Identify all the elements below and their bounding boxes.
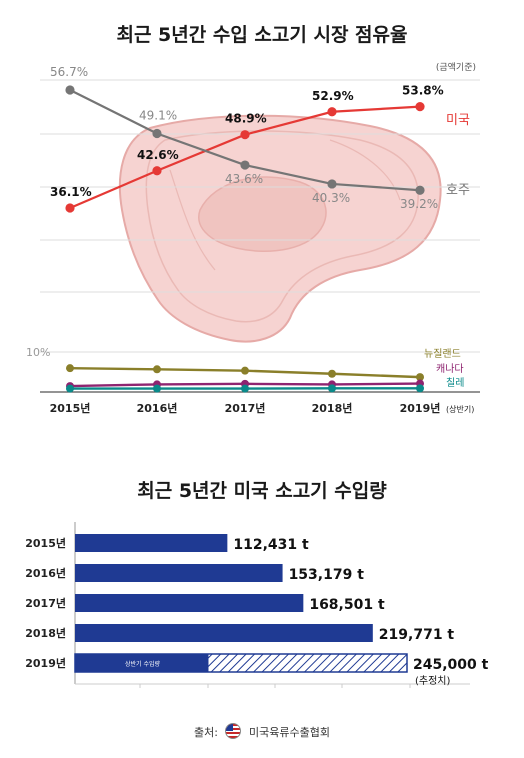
data-label: 53.8% [402, 84, 444, 98]
data-point [416, 384, 424, 393]
y-tick-label: 2015년 [25, 536, 66, 550]
y-tick-label: 10% [26, 346, 50, 359]
us-flag-icon [225, 723, 242, 739]
data-label: 245,000 t [413, 657, 489, 673]
data-point [415, 102, 425, 112]
market-share-line-chart: 10% 2015년 2016년 2017년 2018년 2019년 (상반기) 미국호주뉴질랜… [26, 65, 480, 415]
data-label: 56.7% [50, 65, 88, 79]
data-label: 43.6% [225, 172, 263, 186]
import-volume-bar-chart: 2015년 112,431 t 2016년 153,179 t 2017년 168,501… [25, 522, 489, 688]
y-tick-label: 2017년 [25, 596, 66, 610]
data-label: 168,501 t [309, 597, 385, 613]
data-point [152, 128, 162, 139]
data-point [65, 203, 75, 213]
bar-inner-label: 상반기 수입량 [125, 660, 161, 668]
data-point [153, 365, 161, 374]
unit-note: (금액기준) [435, 63, 476, 73]
x-tick-label: 2018년 [312, 401, 353, 415]
series-label: 미국 [446, 113, 470, 128]
data-label: 153,179 t [289, 567, 365, 583]
series-label: 뉴질랜드 [424, 348, 461, 360]
data-label: 48.9% [225, 112, 267, 126]
data-point [240, 130, 250, 140]
bar [75, 594, 304, 612]
data-point [241, 366, 249, 375]
data-point [152, 166, 162, 176]
y-tick-label: 2018년 [25, 626, 66, 640]
data-point [66, 384, 74, 393]
data-point [327, 179, 337, 189]
data-point [415, 185, 425, 195]
data-label: 219,771 t [379, 627, 455, 643]
source-credit: 출처: 미국육류수출협회 [0, 723, 524, 740]
data-label: 42.6% [137, 148, 179, 162]
data-point [65, 85, 75, 95]
data-point [327, 107, 337, 117]
bar-partial [75, 654, 209, 672]
x-tick-label: 2017년 [225, 401, 266, 415]
series-label: 칠레 [446, 377, 464, 389]
data-point [328, 369, 336, 378]
x-tick-label: 2016년 [137, 401, 178, 415]
y-tick-label: 2019년 [25, 656, 66, 670]
data-label: 36.1% [50, 185, 92, 199]
source-org: 미국육류수출협회 [248, 726, 330, 739]
data-label: 39.2% [400, 197, 438, 211]
data-label: 49.1% [139, 109, 177, 123]
data-point [66, 364, 74, 373]
x-tick-label: 2019년 [400, 401, 441, 415]
estimate-note: (추정치) [415, 675, 451, 687]
data-point [241, 384, 249, 393]
data-label: 52.9% [312, 89, 354, 103]
data-point [153, 384, 161, 393]
data-point [416, 373, 424, 382]
steak-illustration [118, 114, 442, 343]
series-label: 캐나다 [436, 363, 464, 375]
source-label: 출처: [194, 726, 218, 739]
bar [75, 624, 373, 642]
data-label: 40.3% [312, 191, 350, 205]
x-tick-note: (상반기) [446, 404, 474, 414]
chart-title-import-volume: 최근 5년간 미국 소고기 수입량 [137, 480, 387, 502]
y-tick-label: 2016년 [25, 566, 66, 580]
bar [75, 564, 283, 582]
data-label: 112,431 t [233, 537, 309, 553]
chart-title-market-share: 최근 5년간 수입 소고기 시장 점유율 [116, 24, 408, 46]
data-point [240, 160, 250, 170]
data-point [328, 384, 336, 393]
x-tick-label: 2015년 [50, 401, 91, 415]
bar [75, 534, 228, 552]
series-label: 호주 [446, 183, 470, 198]
